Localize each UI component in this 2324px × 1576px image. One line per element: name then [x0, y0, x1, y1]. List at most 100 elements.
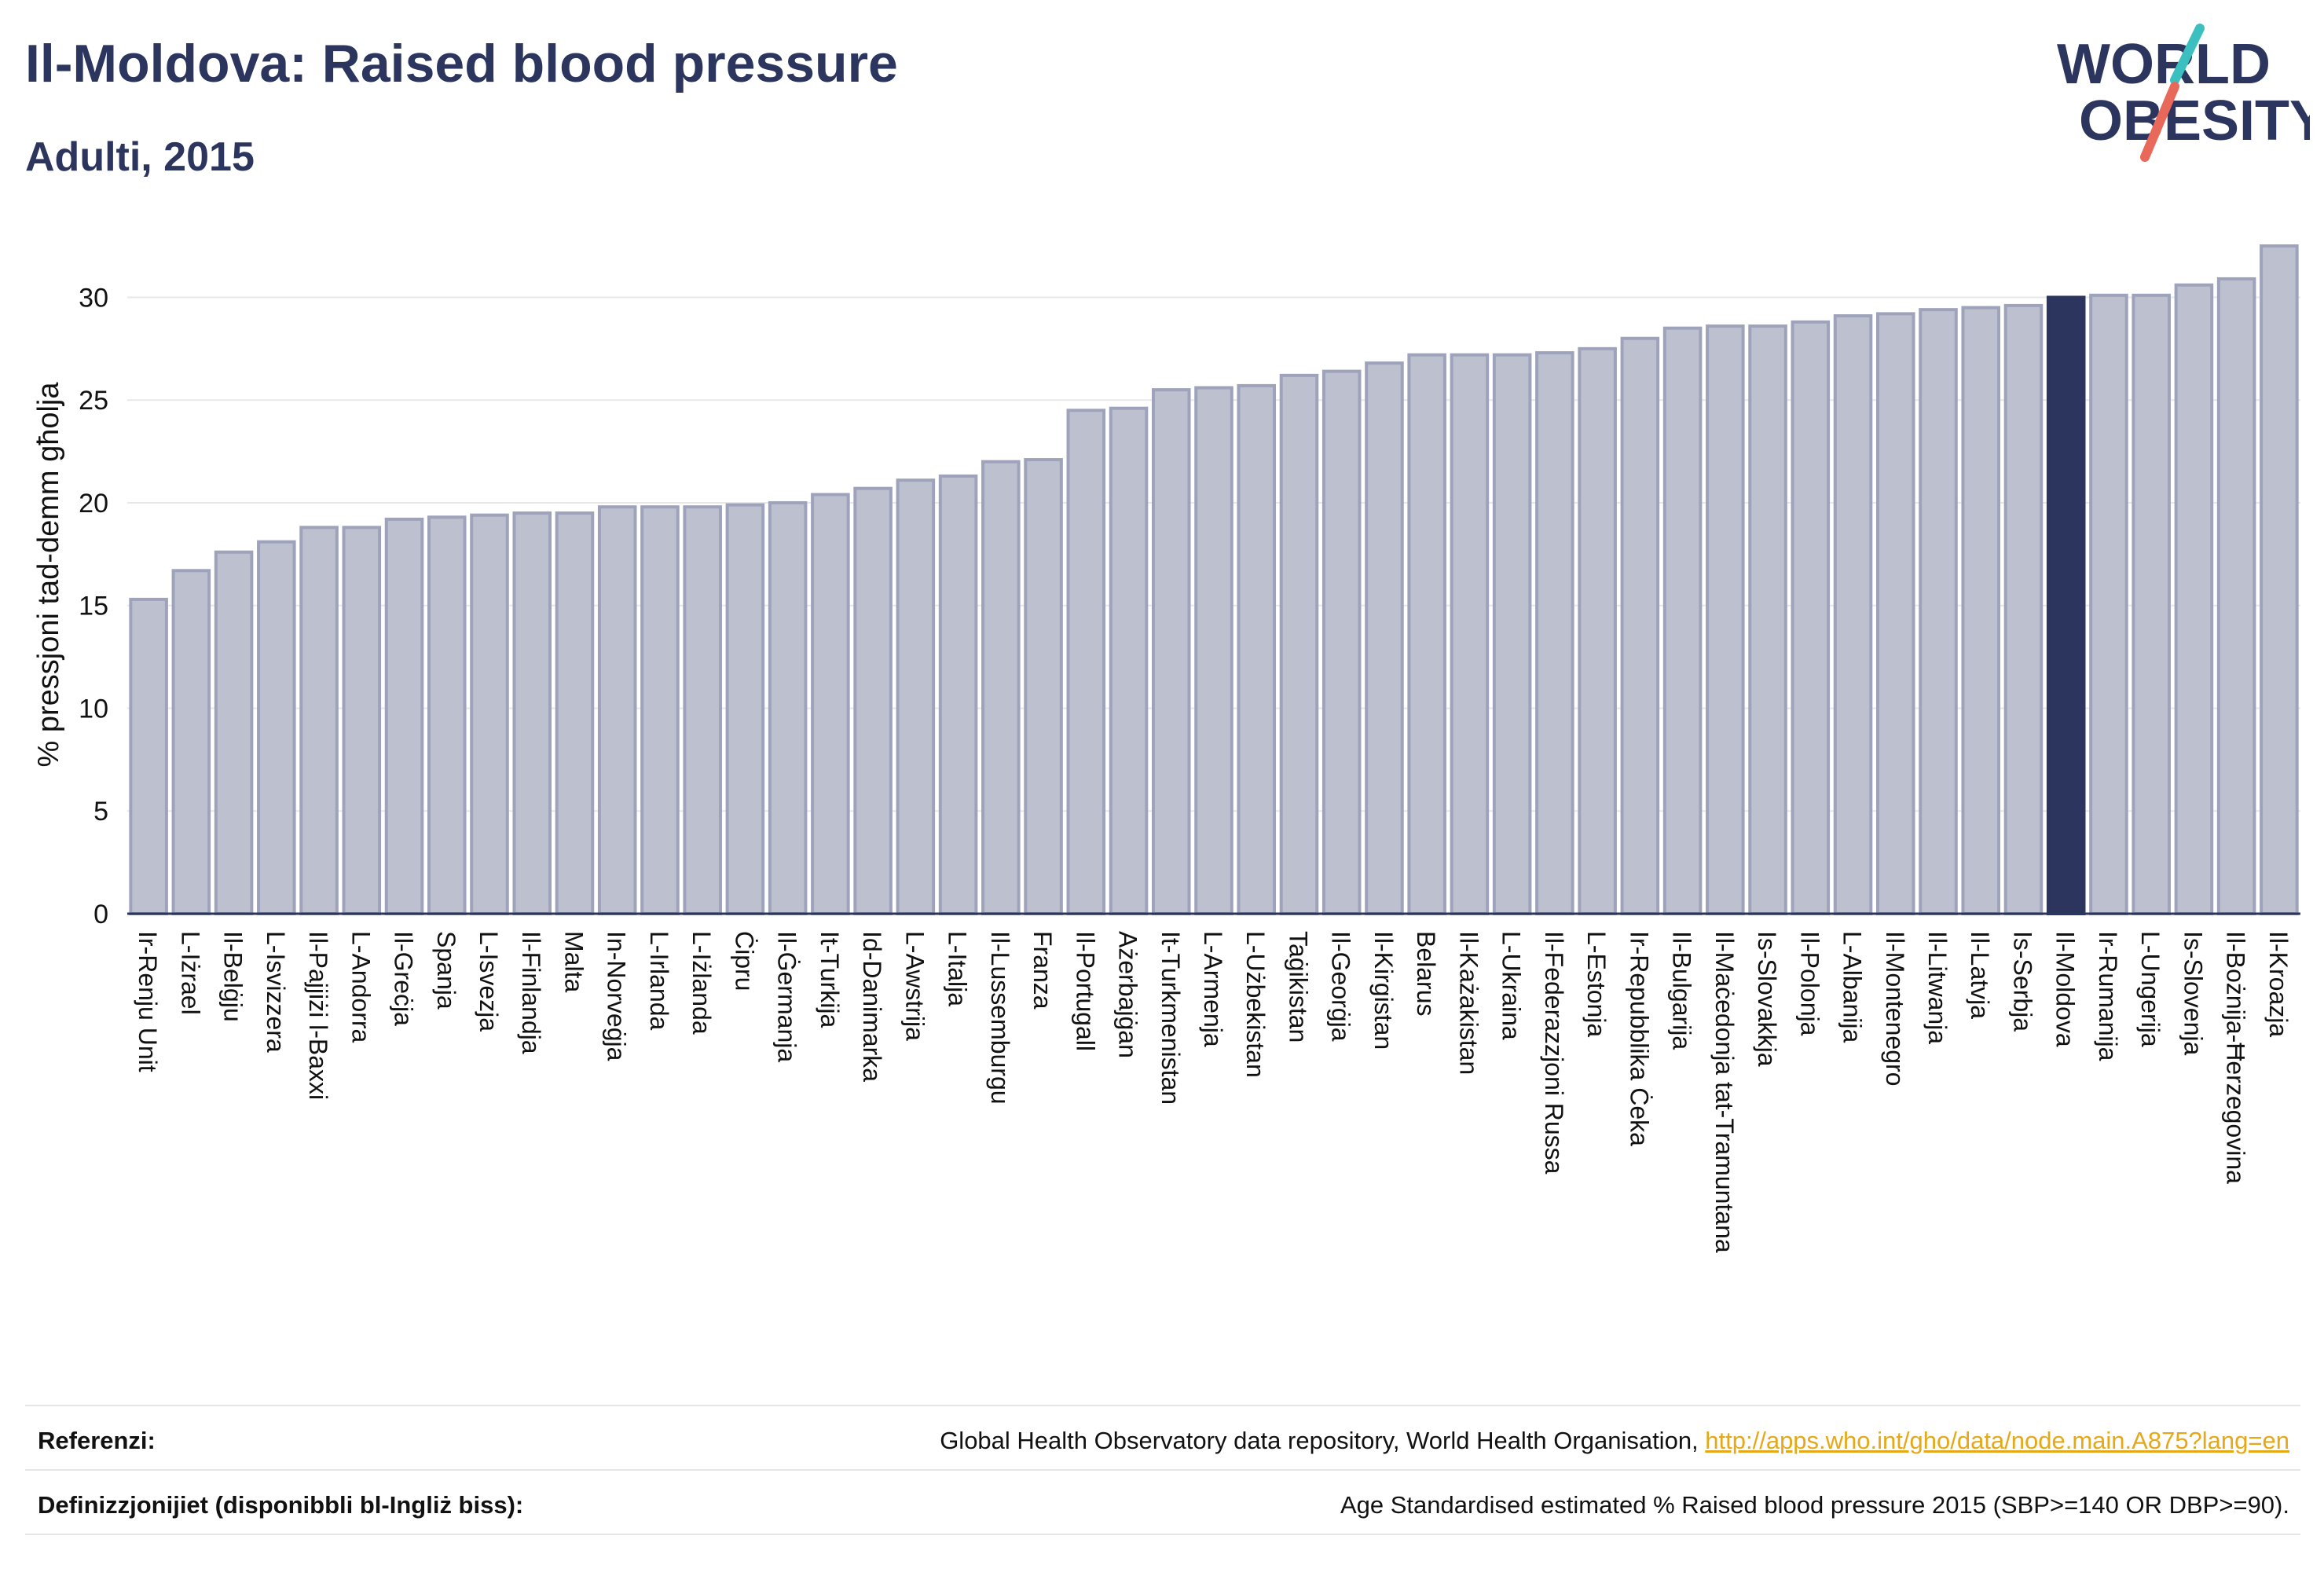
bar-30	[1407, 353, 1446, 916]
bar-6	[384, 517, 424, 916]
x-tick-label-31: Il-Każakistan	[1454, 931, 1483, 1075]
references-value: Global Health Observatory data repositor…	[940, 1427, 2289, 1455]
bar-29	[1365, 361, 1404, 915]
bar-2	[214, 550, 254, 915]
y-tick-label-0: 0	[93, 900, 108, 929]
bar-18	[896, 478, 936, 915]
x-tick-label-7: Spanja	[432, 931, 460, 1010]
y-tick-label-20: 20	[79, 489, 108, 519]
footer-divider-top	[25, 1405, 2300, 1406]
bar-38	[1748, 324, 1787, 916]
bar-10	[555, 511, 595, 916]
x-tick-label-21: Franza	[1028, 931, 1057, 1010]
bar-22	[1066, 409, 1106, 915]
bar-42	[1919, 308, 1958, 915]
x-tick-label-43: Il-Latvja	[1966, 931, 1994, 1019]
bar-11	[597, 505, 637, 915]
x-tick-label-24: It-Turkmenistan	[1157, 931, 1185, 1105]
y-tick-label-5: 5	[93, 797, 108, 826]
x-tick-label-13: L-Iżlanda	[687, 931, 716, 1035]
x-tick-label-15: Il-Ġermanja	[773, 931, 801, 1062]
bar-33	[1535, 351, 1574, 915]
x-tick-label-23: Ażerbajġan	[1114, 931, 1142, 1058]
bar-1	[171, 569, 211, 916]
bar-0	[129, 597, 168, 916]
x-tick-label-35: Ir-Repubblika Ċeka	[1625, 931, 1653, 1146]
bar-35	[1620, 336, 1660, 915]
x-tick-label-40: L-Albanija	[1838, 931, 1867, 1043]
x-tick-label-50: Il-Kroazja	[2264, 931, 2293, 1037]
bar-17	[853, 486, 893, 915]
x-tick-label-46: Ir-Rumanija	[2094, 931, 2122, 1061]
bar-46	[2089, 293, 2128, 915]
bar-25	[1194, 386, 1233, 915]
bar-49	[2216, 277, 2256, 916]
bar-44	[2003, 303, 2044, 915]
logo-slash-teal	[2170, 24, 2205, 85]
x-tick-label-12: L-Irlanda	[645, 931, 673, 1031]
x-tick-label-18: L-Awstrija	[900, 931, 929, 1041]
bar-20	[981, 460, 1021, 915]
x-tick-label-14: Ċipru	[730, 931, 758, 991]
x-tick-label-36: Il-Bulgarija	[1668, 931, 1696, 1050]
references-label: Referenzi:	[38, 1427, 156, 1454]
x-tick-label-4: Il-Pajjiżi l-Baxxi	[304, 931, 332, 1100]
logo-slash-red	[2140, 82, 2179, 162]
y-tick-label-25: 25	[79, 386, 108, 416]
bar-12	[640, 505, 680, 915]
world-obesity-logo: WORLD OBESITY	[2057, 24, 2310, 162]
x-tick-label-49: Il-Bożnija-Ħerzegovina	[2222, 931, 2250, 1184]
x-tick-label-45: Il-Moldova	[2051, 931, 2080, 1047]
bar-50	[2260, 244, 2299, 915]
bar-47	[2132, 293, 2171, 915]
bar-34	[1578, 346, 1617, 916]
x-tick-label-34: L-Estonja	[1582, 931, 1611, 1037]
x-tick-label-2: Il-Belġju	[219, 931, 247, 1022]
definitions-label: Definizzjonijiet (disponibbli bl-Ingliż …	[38, 1491, 524, 1519]
x-tick-label-3: L-Isvizzera	[262, 931, 290, 1053]
bar-13	[683, 505, 722, 915]
bar-9	[512, 511, 552, 916]
bar-39	[1791, 320, 1831, 915]
x-tick-label-33: Il-Federazzjoni Russa	[1540, 931, 1568, 1175]
bar-31	[1450, 353, 1490, 916]
references-text: Global Health Observatory data repositor…	[940, 1427, 1706, 1454]
x-tick-label-39: Il-Polonja	[1795, 931, 1824, 1036]
footer-divider-bottom	[25, 1534, 2300, 1535]
x-tick-label-1: L-Iżrael	[176, 931, 204, 1015]
bar-4	[299, 526, 339, 915]
x-tick-label-30: Belarus	[1412, 931, 1440, 1017]
x-tick-label-42: Il-Litwanja	[1923, 931, 1952, 1044]
x-tick-label-32: L-Ukraina	[1497, 931, 1526, 1040]
definitions-value: Age Standardised estimated % Raised bloo…	[1340, 1491, 2289, 1519]
y-tick-label-15: 15	[79, 592, 108, 621]
x-tick-label-38: Is-Slovakkja	[1753, 931, 1781, 1067]
x-tick-label-9: Il-Finlandja	[517, 931, 545, 1054]
bar-19	[938, 474, 978, 915]
x-tick-label-48: Is-Slovenja	[2179, 931, 2207, 1056]
bar-21	[1024, 458, 1063, 915]
chart-title: Il-Moldova: Raised blood pressure	[25, 34, 898, 93]
bar-26	[1237, 383, 1277, 915]
x-tick-label-20: Il-Lussemburgu	[986, 931, 1014, 1105]
bar-7	[427, 515, 467, 915]
bar-14	[725, 503, 765, 915]
x-tick-label-6: Il-Greċja	[390, 931, 418, 1026]
x-tick-label-16: It-Turkija	[816, 931, 844, 1028]
bar-28	[1321, 369, 1362, 916]
bar-45	[2046, 295, 2086, 916]
x-tick-label-47: L-Ungerija	[2136, 931, 2165, 1047]
bar-5	[342, 526, 382, 915]
bar-15	[768, 500, 808, 915]
bar-37	[1706, 324, 1745, 916]
bar-3	[257, 540, 296, 916]
y-axis-label: % pressjoni tad-demm għolja	[32, 382, 65, 768]
x-tick-label-11: In-Norveġja	[603, 931, 631, 1061]
references-link[interactable]: http://apps.who.int/gho/data/node.main.A…	[1705, 1427, 2289, 1454]
x-tick-label-8: L-Isvezja	[475, 931, 503, 1032]
bar-27	[1279, 373, 1319, 915]
x-tick-label-37: Il-Maċedonja tat-Tramuntana	[1710, 931, 1739, 1253]
bar-8	[470, 513, 509, 915]
x-tick-label-44: Is-Serbja	[2008, 931, 2036, 1032]
bar-23	[1109, 406, 1149, 915]
